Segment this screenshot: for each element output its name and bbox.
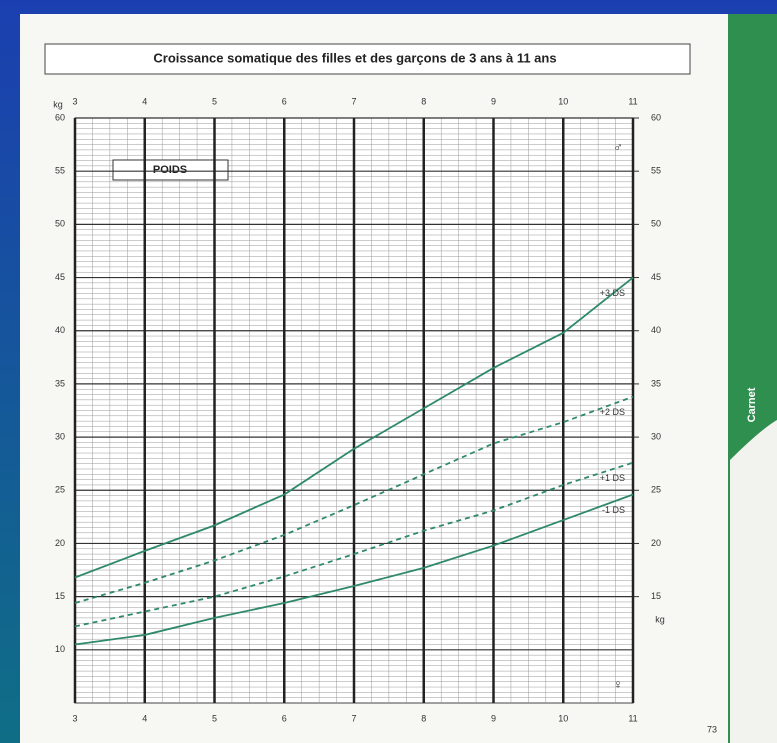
x-top-tick-label: 3 <box>72 96 77 106</box>
y-tick-label: 20 <box>55 538 65 548</box>
y2-tick-label: 50 <box>651 219 661 229</box>
y2-tick-label: 55 <box>651 166 661 176</box>
y-tick-label: 15 <box>55 591 65 601</box>
y2-unit: kg <box>655 614 665 624</box>
y2-tick-label: 35 <box>651 378 661 388</box>
title-box <box>44 43 691 75</box>
x-top-tick-label: 8 <box>421 96 426 106</box>
panel-label: POIDS <box>153 164 187 176</box>
x-tick-label: 11 <box>628 713 637 723</box>
x-top-tick-label: 7 <box>351 96 356 106</box>
page-number: 73 <box>707 724 717 734</box>
x-tick-label: 6 <box>282 713 287 723</box>
chart-title: Croissance somatique des filles et des g… <box>153 50 556 65</box>
series-label: -1 DS <box>602 505 625 515</box>
y-tick-label: 60 <box>55 112 65 122</box>
series-line <box>74 395 634 604</box>
y-tick-label: 35 <box>55 378 65 388</box>
y-tick-label: 25 <box>55 485 65 495</box>
y-tick-label: 50 <box>55 219 65 229</box>
y-tick-label: 45 <box>55 272 65 282</box>
y-unit: kg <box>53 99 63 109</box>
tab-label: Carnet <box>746 387 758 422</box>
x-top-tick-label: 6 <box>282 96 287 106</box>
series-line <box>74 461 634 628</box>
x-top-tick-label: 4 <box>142 96 147 106</box>
x-tick-label: 8 <box>421 713 426 723</box>
y-tick-label: 30 <box>55 431 65 441</box>
series-line <box>74 276 634 579</box>
x-top-tick-label: 11 <box>628 96 637 106</box>
x-tick-label: 4 <box>142 713 147 723</box>
x-tick-label: 7 <box>351 713 356 723</box>
y2-tick-label: 25 <box>651 485 661 495</box>
x-tick-label: 9 <box>491 713 496 723</box>
x-top-tick-label: 9 <box>491 96 496 106</box>
tab-curve <box>730 420 777 743</box>
y2-tick-label: 40 <box>651 325 661 335</box>
y-tick-label: 10 <box>55 644 65 654</box>
x-tick-label: 3 <box>72 713 77 723</box>
x-tick-label: 5 <box>212 713 217 723</box>
series-label: +1 DS <box>600 473 625 483</box>
x-top-tick-label: 5 <box>212 96 217 106</box>
y2-tick-label: 60 <box>651 112 661 122</box>
series-line <box>74 493 634 646</box>
y2-tick-label: 15 <box>651 591 661 601</box>
symbol-female: ♀ <box>613 676 623 691</box>
y2-tick-label: 45 <box>651 272 661 282</box>
series-label: +2 DS <box>600 407 625 417</box>
y-tick-label: 55 <box>55 166 65 176</box>
y-tick-label: 40 <box>55 325 65 335</box>
y2-tick-label: 20 <box>651 538 661 548</box>
x-top-tick-label: 10 <box>558 96 568 106</box>
symbol-male: ♂ <box>613 139 623 154</box>
y2-tick-label: 30 <box>651 431 661 441</box>
series-label: +3 DS <box>600 288 625 298</box>
panel-label-box <box>112 159 229 181</box>
x-tick-label: 10 <box>558 713 568 723</box>
